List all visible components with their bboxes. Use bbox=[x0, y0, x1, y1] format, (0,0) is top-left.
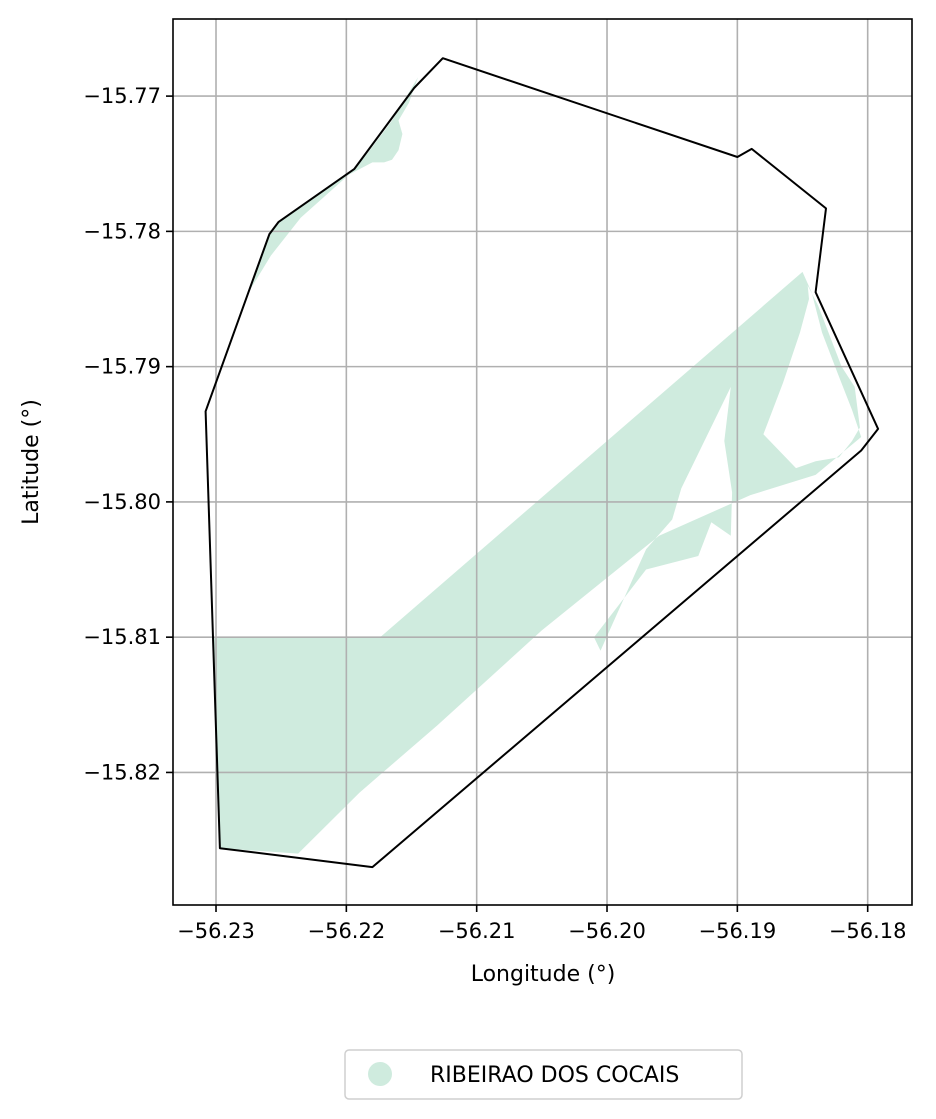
y-tick-label: −15.78 bbox=[83, 219, 161, 243]
x-tick-label: −56.20 bbox=[568, 919, 646, 943]
legend: RIBEIRAO DOS COCAIS bbox=[344, 1049, 743, 1100]
region-polygon-0 bbox=[212, 77, 862, 854]
y-axis-label: Latitude (°) bbox=[19, 399, 44, 525]
x-tick-label: −56.18 bbox=[829, 919, 907, 943]
x-tick-label: −56.22 bbox=[307, 919, 385, 943]
y-tick-label: −15.79 bbox=[83, 355, 161, 379]
boundary-outline bbox=[204, 57, 880, 869]
x-tick-label: −56.23 bbox=[177, 919, 255, 943]
x-tick-label: −56.19 bbox=[698, 919, 776, 943]
y-axis: −15.77 −15.78 −15.79 −15.80 −15.81 −15.82 bbox=[83, 84, 173, 784]
x-tick-label: −56.21 bbox=[438, 919, 516, 943]
x-axis: −56.23 −56.22 −56.21 −56.20 −56.19 −56.18 bbox=[177, 905, 907, 943]
legend-swatch bbox=[368, 1062, 392, 1086]
plot-area bbox=[172, 18, 913, 906]
y-tick-label: −15.82 bbox=[83, 760, 161, 784]
axes-frame bbox=[172, 18, 913, 906]
region-layer bbox=[212, 77, 862, 854]
grid-layer bbox=[173, 19, 912, 905]
y-tick-label: −15.81 bbox=[83, 625, 161, 649]
legend-label: RIBEIRAO DOS COCAIS bbox=[430, 1063, 679, 1088]
boundary-layer bbox=[204, 57, 880, 869]
x-axis-label: Longitude (°) bbox=[471, 962, 616, 987]
y-tick-label: −15.80 bbox=[83, 490, 161, 514]
y-tick-label: −15.77 bbox=[83, 84, 161, 108]
legend-box bbox=[344, 1049, 743, 1100]
